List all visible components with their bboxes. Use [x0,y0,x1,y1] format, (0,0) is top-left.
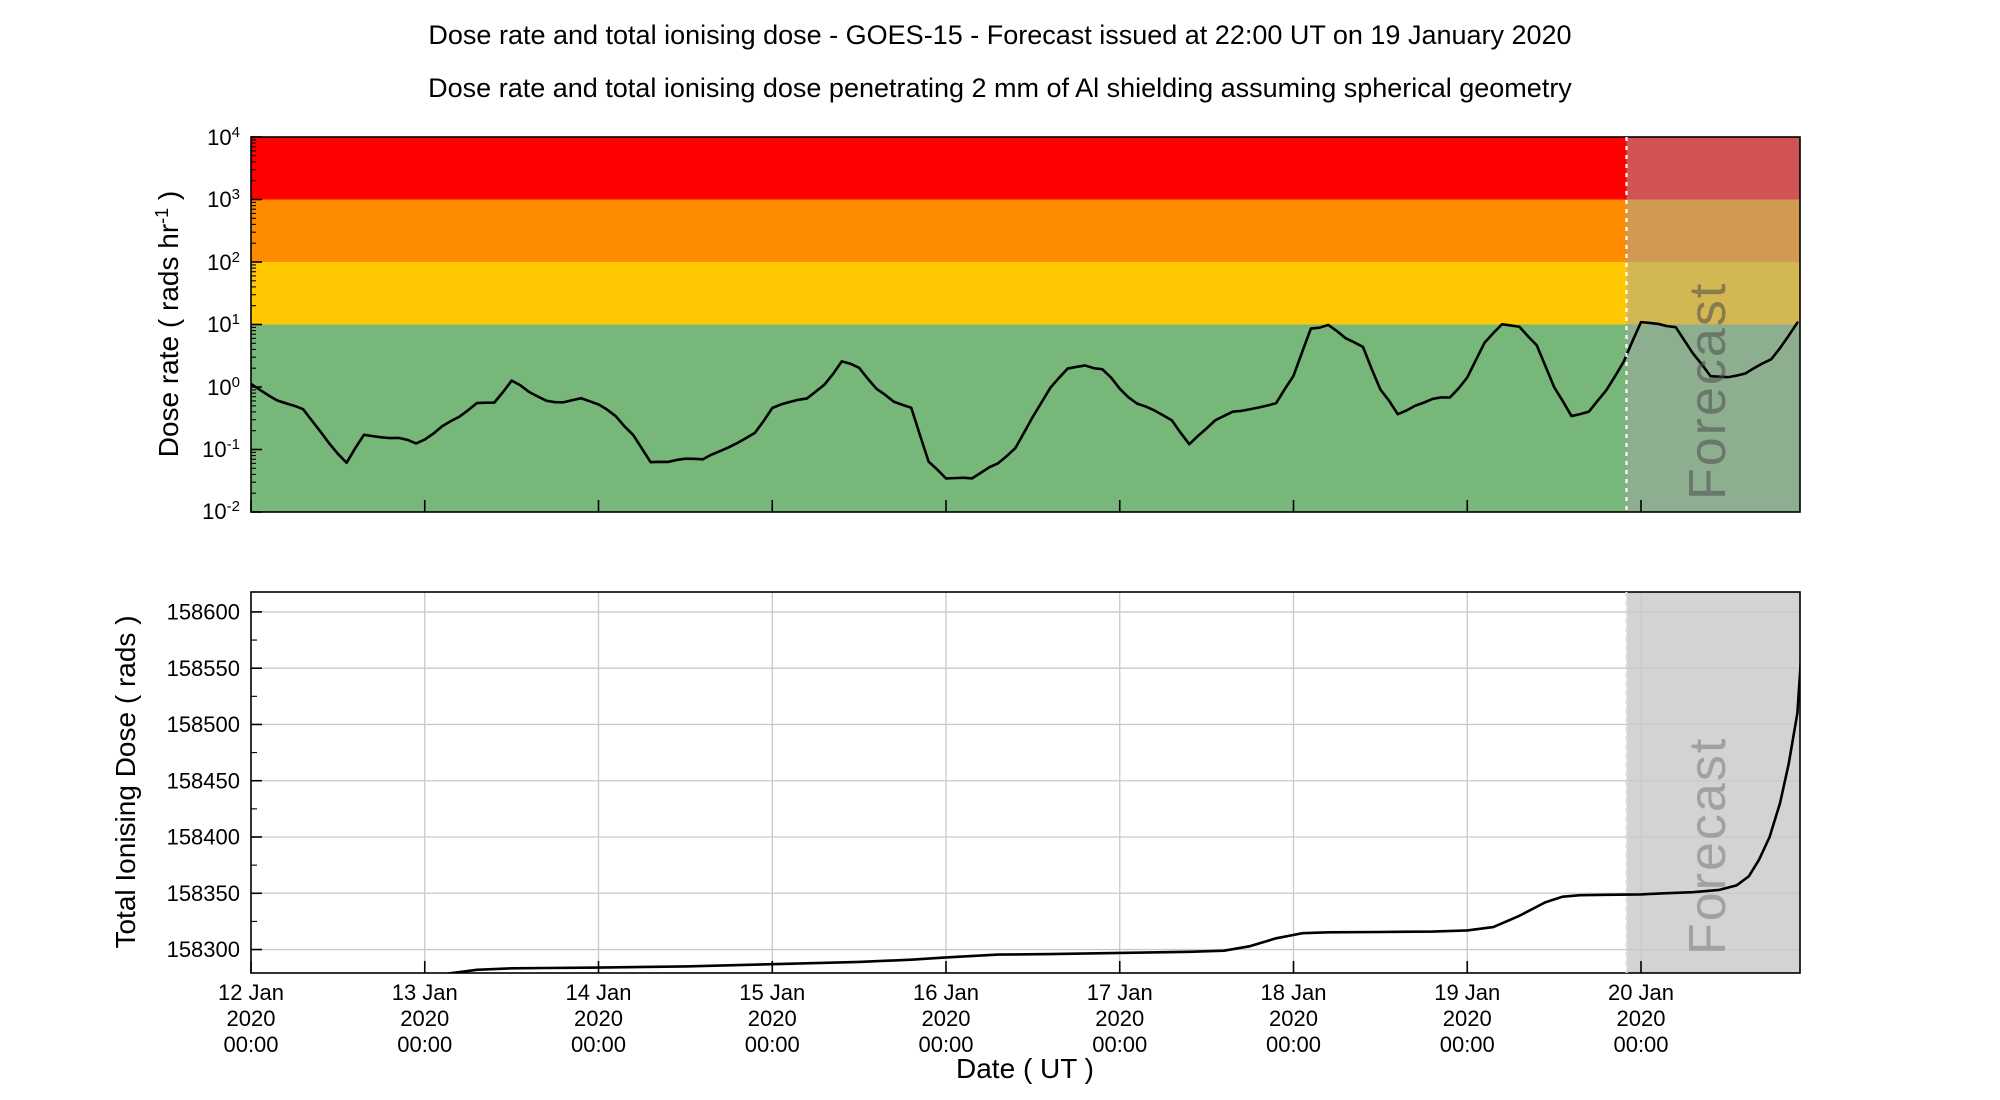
svg-text:102: 102 [207,249,240,276]
svg-text:12 Jan: 12 Jan [218,980,284,1005]
svg-text:00:00: 00:00 [397,1032,452,1057]
svg-text:Date ( UT ): Date ( UT ) [956,1053,1094,1084]
svg-text:00:00: 00:00 [571,1032,626,1057]
svg-text:100: 100 [207,374,240,401]
svg-text:2020: 2020 [574,1006,623,1031]
svg-text:158550: 158550 [167,656,240,681]
svg-text:158400: 158400 [167,825,240,850]
svg-text:00:00: 00:00 [1266,1032,1321,1057]
svg-text:14 Jan: 14 Jan [565,980,631,1005]
svg-text:158500: 158500 [167,712,240,737]
svg-text:158600: 158600 [167,600,240,625]
svg-text:103: 103 [207,186,240,213]
svg-text:17 Jan: 17 Jan [1087,980,1153,1005]
svg-text:19 Jan: 19 Jan [1434,980,1500,1005]
svg-text:2020: 2020 [922,1006,971,1031]
svg-text:2020: 2020 [400,1006,449,1031]
svg-text:15 Jan: 15 Jan [739,980,805,1005]
svg-text:20 Jan: 20 Jan [1608,980,1674,1005]
svg-text:2020: 2020 [1095,1006,1144,1031]
svg-text:16 Jan: 16 Jan [913,980,979,1005]
svg-text:Dose rate ( rads hr-1 ): Dose rate ( rads hr-1 ) [152,191,184,458]
svg-text:104: 104 [207,124,240,151]
svg-text:00:00: 00:00 [1092,1032,1147,1057]
svg-text:00:00: 00:00 [1613,1032,1668,1057]
svg-text:13 Jan: 13 Jan [392,980,458,1005]
svg-text:00:00: 00:00 [745,1032,800,1057]
svg-text:00:00: 00:00 [1440,1032,1495,1057]
svg-text:Forecast: Forecast [1679,282,1737,500]
svg-text:2020: 2020 [1269,1006,1318,1031]
svg-text:Forecast: Forecast [1679,737,1737,955]
svg-text:2020: 2020 [748,1006,797,1031]
svg-text:10-1: 10-1 [202,436,240,463]
svg-text:2020: 2020 [227,1006,276,1031]
svg-text:158450: 158450 [167,768,240,793]
svg-text:2020: 2020 [1617,1006,1666,1031]
svg-text:10-2: 10-2 [202,498,240,525]
svg-text:158300: 158300 [167,937,240,962]
svg-text:Total Ionising Dose ( rads ): Total Ionising Dose ( rads ) [110,615,141,948]
svg-text:2020: 2020 [1443,1006,1492,1031]
svg-text:18 Jan: 18 Jan [1260,980,1326,1005]
svg-text:158350: 158350 [167,881,240,906]
svg-text:00:00: 00:00 [223,1032,278,1057]
svg-text:101: 101 [207,311,240,338]
